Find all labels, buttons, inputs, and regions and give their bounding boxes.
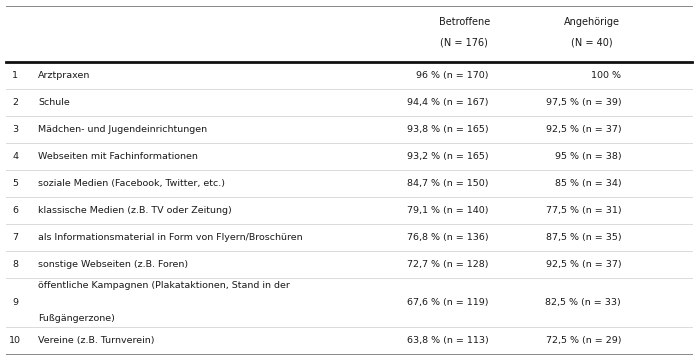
Text: 85 % (n = 34): 85 % (n = 34) (555, 179, 621, 188)
Text: Betroffene: Betroffene (438, 17, 490, 27)
Text: öffentliche Kampagnen (Plakataktionen, Stand in der: öffentliche Kampagnen (Plakataktionen, S… (38, 281, 290, 290)
Text: (N = 40): (N = 40) (571, 37, 613, 47)
Text: 10: 10 (9, 336, 22, 345)
Text: 100 %: 100 % (591, 71, 621, 80)
Text: 97,5 % (n = 39): 97,5 % (n = 39) (546, 98, 621, 107)
Text: Fußgängerzone): Fußgängerzone) (38, 314, 115, 323)
Text: 3: 3 (13, 125, 18, 134)
Text: 8: 8 (13, 260, 18, 269)
Text: Mädchen- und Jugendeinrichtungen: Mädchen- und Jugendeinrichtungen (38, 125, 207, 134)
Text: 6: 6 (13, 206, 18, 215)
Text: 93,8 % (n = 165): 93,8 % (n = 165) (407, 125, 489, 134)
Text: 76,8 % (n = 136): 76,8 % (n = 136) (407, 233, 489, 242)
Text: sonstige Webseiten (z.B. Foren): sonstige Webseiten (z.B. Foren) (38, 260, 188, 269)
Text: Vereine (z.B. Turnverein): Vereine (z.B. Turnverein) (38, 336, 155, 345)
Text: 87,5 % (n = 35): 87,5 % (n = 35) (546, 233, 621, 242)
Text: als Informationsmaterial in Form von Flyern/Broschüren: als Informationsmaterial in Form von Fly… (38, 233, 303, 242)
Text: 9: 9 (13, 298, 18, 307)
Text: 63,8 % (n = 113): 63,8 % (n = 113) (407, 336, 489, 345)
Text: Arztpraxen: Arztpraxen (38, 71, 91, 80)
Text: 1: 1 (13, 71, 18, 80)
Text: 72,7 % (n = 128): 72,7 % (n = 128) (407, 260, 489, 269)
Text: 94,4 % (n = 167): 94,4 % (n = 167) (407, 98, 489, 107)
Text: Webseiten mit Fachinformationen: Webseiten mit Fachinformationen (38, 152, 198, 161)
Text: 77,5 % (n = 31): 77,5 % (n = 31) (546, 206, 621, 215)
Text: (N = 176): (N = 176) (440, 37, 488, 47)
Text: 79,1 % (n = 140): 79,1 % (n = 140) (407, 206, 489, 215)
Text: 84,7 % (n = 150): 84,7 % (n = 150) (407, 179, 489, 188)
Text: 4: 4 (13, 152, 18, 161)
Text: Schule: Schule (38, 98, 70, 107)
Text: Angehörige: Angehörige (564, 17, 620, 27)
Text: klassische Medien (z.B. TV oder Zeitung): klassische Medien (z.B. TV oder Zeitung) (38, 206, 232, 215)
Text: 95 % (n = 38): 95 % (n = 38) (555, 152, 621, 161)
Text: 96 % (n = 170): 96 % (n = 170) (416, 71, 489, 80)
Text: 92,5 % (n = 37): 92,5 % (n = 37) (546, 260, 621, 269)
Text: 5: 5 (13, 179, 18, 188)
Text: 67,6 % (n = 119): 67,6 % (n = 119) (407, 298, 489, 307)
Text: 92,5 % (n = 37): 92,5 % (n = 37) (546, 125, 621, 134)
Text: 72,5 % (n = 29): 72,5 % (n = 29) (546, 336, 621, 345)
Text: 93,2 % (n = 165): 93,2 % (n = 165) (407, 152, 489, 161)
Text: 2: 2 (13, 98, 18, 107)
Text: 7: 7 (13, 233, 18, 242)
Text: 82,5 % (n = 33): 82,5 % (n = 33) (545, 298, 621, 307)
Text: soziale Medien (Facebook, Twitter, etc.): soziale Medien (Facebook, Twitter, etc.) (38, 179, 225, 188)
